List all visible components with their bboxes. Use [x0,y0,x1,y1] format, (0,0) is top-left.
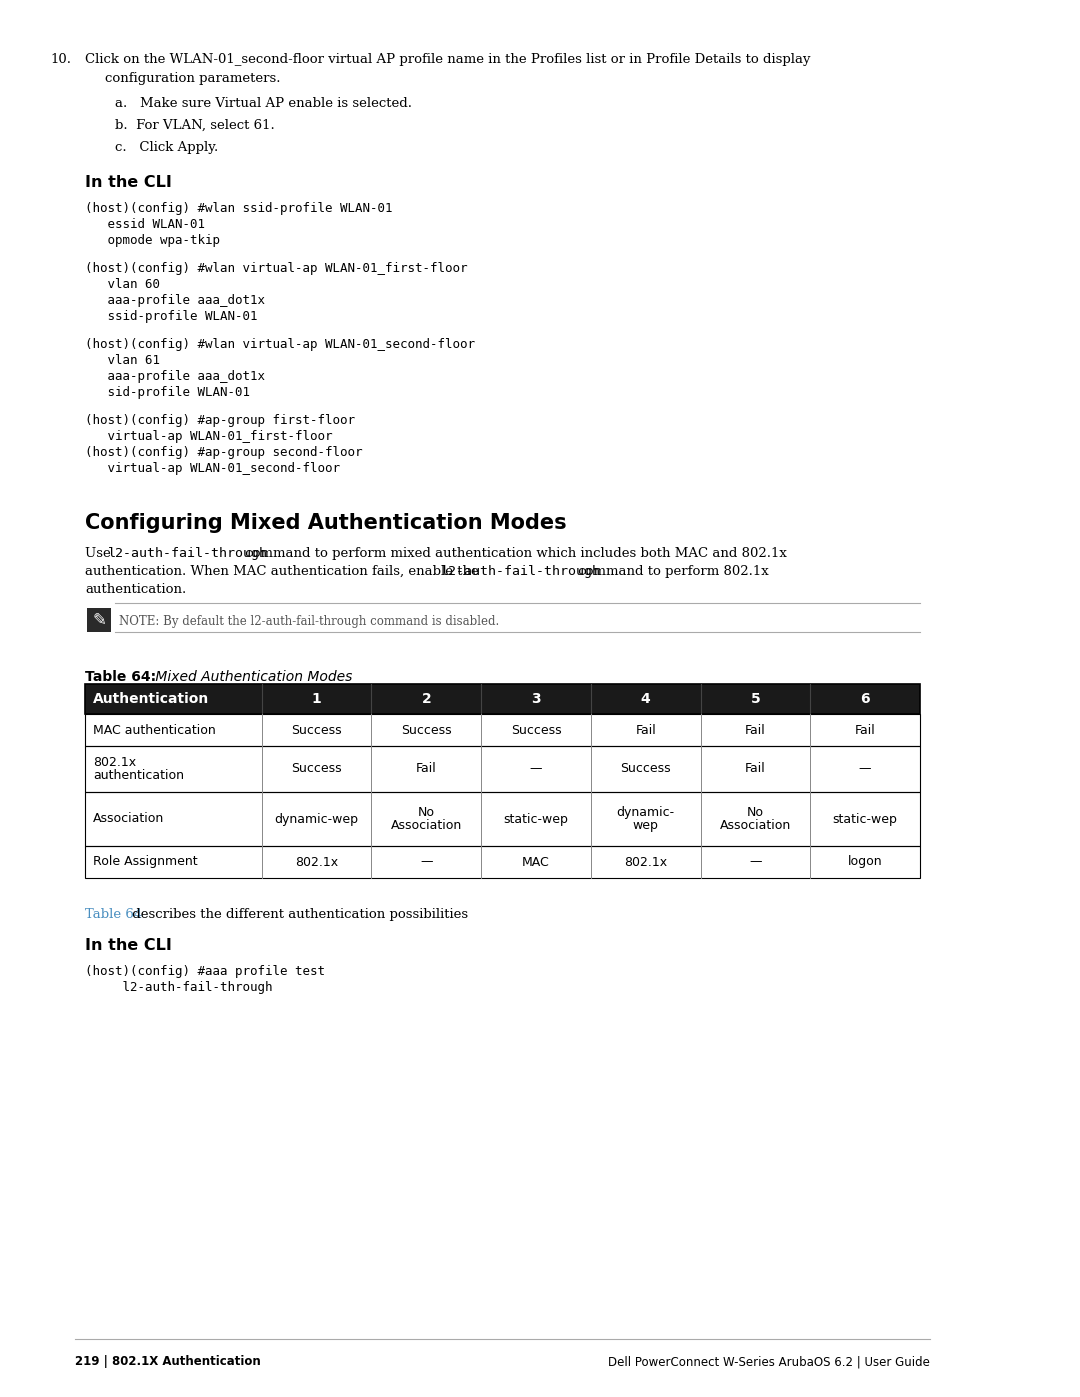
Text: Dell PowerConnect W-Series ArubaOS 6.2 | User Guide: Dell PowerConnect W-Series ArubaOS 6.2 |… [608,1355,930,1368]
Text: dynamic-wep: dynamic-wep [274,813,359,826]
Bar [85,847,920,877]
Text: 3: 3 [531,692,541,705]
Text: Configuring Mixed Authentication Modes: Configuring Mixed Authentication Modes [85,513,567,534]
Bar [85,714,920,746]
Text: 4: 4 [640,692,650,705]
Text: Association: Association [391,819,462,833]
Text: Success: Success [292,724,342,736]
Text: —: — [420,855,432,869]
Text: Success: Success [620,763,671,775]
Text: b.  For VLAN, select 61.: b. For VLAN, select 61. [114,119,274,131]
Text: —: — [529,763,542,775]
Text: l2-auth-fail-through: l2-auth-fail-through [85,981,272,995]
Text: a.   Make sure Virtual AP enable is selected.: a. Make sure Virtual AP enable is select… [114,96,411,110]
Text: command to perform mixed authentication which includes both MAC and 802.1x: command to perform mixed authentication … [241,548,787,560]
Text: wep: wep [633,819,659,833]
Text: l2-auth-fail-through: l2-auth-fail-through [441,564,600,578]
Text: essid WLAN-01: essid WLAN-01 [85,218,205,231]
Text: (host)(config) #ap-group second-floor: (host)(config) #ap-group second-floor [85,446,363,460]
Text: (host)(config) #wlan virtual-ap WLAN-01_first-floor: (host)(config) #wlan virtual-ap WLAN-01_… [85,263,468,275]
Bar [85,685,920,714]
Text: Table 64:: Table 64: [85,671,157,685]
Text: Fail: Fail [745,724,766,736]
Text: ✎: ✎ [92,610,106,629]
Text: Mixed Authentication Modes: Mixed Authentication Modes [151,671,352,685]
Text: Association: Association [719,819,791,833]
Text: Success: Success [401,724,451,736]
Text: 802.1x: 802.1x [93,756,136,768]
Text: MAC: MAC [522,855,550,869]
Text: Success: Success [511,724,562,736]
Text: ssid-profile WLAN-01: ssid-profile WLAN-01 [85,310,257,323]
Text: vlan 61: vlan 61 [85,353,160,367]
Bar [85,746,920,792]
Text: 802.1x: 802.1x [295,855,338,869]
Text: 5: 5 [751,692,760,705]
Text: In the CLI: In the CLI [85,937,172,953]
Text: Table 64: Table 64 [85,908,143,921]
Text: 1: 1 [312,692,322,705]
Text: 219 | 802.1X Authentication: 219 | 802.1X Authentication [75,1355,260,1368]
Text: (host)(config) #ap-group first-floor: (host)(config) #ap-group first-floor [85,414,355,427]
Text: 2: 2 [421,692,431,705]
Text: 6: 6 [861,692,870,705]
Text: No: No [747,806,764,819]
Text: aaa-profile aaa_dot1x: aaa-profile aaa_dot1x [85,293,265,307]
Text: dynamic-: dynamic- [617,806,675,819]
Text: (host)(config) #aaa profile test: (host)(config) #aaa profile test [85,965,325,978]
Text: c.   Click Apply.: c. Click Apply. [114,141,218,154]
Text: static-wep: static-wep [503,813,568,826]
Text: Success: Success [292,763,342,775]
Text: l2-auth-fail-through: l2-auth-fail-through [108,548,268,560]
Text: opmode wpa-tkip: opmode wpa-tkip [85,235,220,247]
Text: Fail: Fail [635,724,656,736]
Text: 802.1x: 802.1x [624,855,667,869]
Text: Fail: Fail [416,763,436,775]
Text: —: — [750,855,761,869]
Text: authentication.: authentication. [85,583,186,597]
Text: MAC authentication: MAC authentication [93,724,216,736]
Bar [85,685,920,714]
Bar [85,714,920,746]
Bar [87,608,111,631]
Text: Fail: Fail [854,724,876,736]
Text: virtual-ap WLAN-01_first-floor: virtual-ap WLAN-01_first-floor [85,430,333,443]
Text: —: — [859,763,872,775]
Bar [85,746,920,792]
Text: vlan 60: vlan 60 [85,278,160,291]
Text: Role Assignment: Role Assignment [93,855,198,869]
Text: Click on the WLAN-01_second-floor virtual AP profile name in the Profiles list o: Click on the WLAN-01_second-floor virtua… [85,53,810,66]
Text: In the CLI: In the CLI [85,175,172,190]
Bar [85,792,920,847]
Text: Association: Association [93,813,164,826]
Bar [85,847,920,877]
Text: Authentication: Authentication [93,692,210,705]
Text: authentication. When MAC authentication fails, enable the: authentication. When MAC authentication … [85,564,483,578]
Bar [85,792,920,847]
Text: 10.: 10. [50,53,71,66]
Text: Fail: Fail [745,763,766,775]
Text: configuration parameters.: configuration parameters. [105,73,281,85]
Text: sid-profile WLAN-01: sid-profile WLAN-01 [85,386,249,400]
Text: No: No [418,806,435,819]
Text: virtual-ap WLAN-01_second-floor: virtual-ap WLAN-01_second-floor [85,462,340,475]
Text: NOTE: By default the l2-auth-fail-through command is disabled.: NOTE: By default the l2-auth-fail-throug… [119,615,499,629]
Text: (host)(config) #wlan ssid-profile WLAN-01: (host)(config) #wlan ssid-profile WLAN-0… [85,203,392,215]
Text: command to perform 802.1x: command to perform 802.1x [573,564,769,578]
Text: authentication: authentication [93,768,184,782]
Text: logon: logon [848,855,882,869]
Text: static-wep: static-wep [833,813,897,826]
Text: aaa-profile aaa_dot1x: aaa-profile aaa_dot1x [85,370,265,383]
Text: describes the different authentication possibilities: describes the different authentication p… [129,908,468,921]
Text: Use: Use [85,548,114,560]
Text: (host)(config) #wlan virtual-ap WLAN-01_second-floor: (host)(config) #wlan virtual-ap WLAN-01_… [85,338,475,351]
